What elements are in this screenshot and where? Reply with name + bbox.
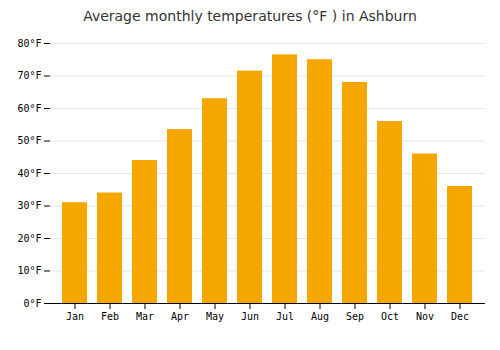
svg-text:70°F: 70°F xyxy=(17,70,41,81)
svg-text:Dec: Dec xyxy=(451,311,469,322)
svg-text:Jan: Jan xyxy=(66,311,84,322)
svg-text:Nov: Nov xyxy=(416,311,434,322)
svg-text:Apr: Apr xyxy=(171,311,189,322)
svg-text:50°F: 50°F xyxy=(17,135,41,146)
svg-text:May: May xyxy=(206,311,224,322)
svg-text:80°F: 80°F xyxy=(17,38,41,49)
svg-text:Mar: Mar xyxy=(136,311,154,322)
svg-text:40°F: 40°F xyxy=(17,168,41,179)
svg-text:30°F: 30°F xyxy=(17,200,41,211)
svg-text:Feb: Feb xyxy=(101,311,119,322)
svg-text:Jun: Jun xyxy=(241,311,259,322)
html-text:Average monthly temperatures (: Average monthly temperatures (°F ) in As… xyxy=(83,8,417,24)
svg-text:Oct: Oct xyxy=(381,311,399,322)
svg-text:Aug: Aug xyxy=(311,311,329,322)
svg-text:Jul: Jul xyxy=(276,311,294,322)
svg-text:0°F: 0°F xyxy=(23,298,41,309)
svg-text:60°F: 60°F xyxy=(17,103,41,114)
svg-text:10°F: 10°F xyxy=(17,265,41,276)
svg-text:Sep: Sep xyxy=(346,311,364,322)
svg-text:20°F: 20°F xyxy=(17,233,41,244)
